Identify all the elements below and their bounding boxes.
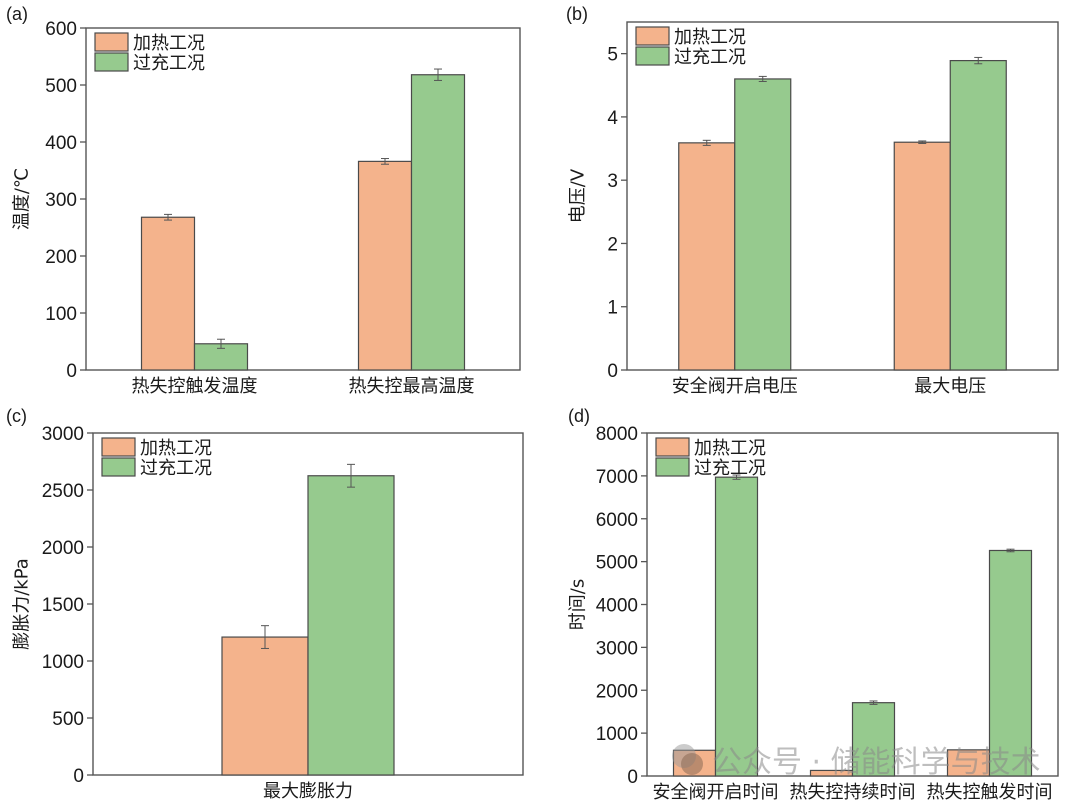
y-tick-label: 1000 — [42, 652, 84, 673]
legend-swatch-heating — [635, 26, 670, 46]
y-tick-label: 1000 — [596, 724, 638, 745]
plot-frame — [626, 21, 1059, 371]
legend-label: 过充工况 — [133, 53, 205, 74]
panel-label: (b) — [566, 4, 588, 24]
y-tick-label: 500 — [45, 76, 77, 97]
y-axis-title: 膨胀力/kPa — [12, 558, 33, 650]
y-tick-label: 1 — [607, 298, 618, 319]
subplot-d: (d) 0 1000 2000 3000 4000 5000 6000 7000 8000 时间/s… — [568, 406, 1059, 803]
x-category-label: 最大膨胀力 — [263, 781, 353, 802]
bar-overcharge — [851, 702, 896, 777]
x-category-label: 热失控最高温度 — [349, 376, 475, 397]
y-tick-label: 5 — [607, 45, 618, 66]
y-tick-label: 500 — [52, 709, 84, 730]
panel-label: (c) — [6, 406, 27, 426]
watermark-text: 公众号 · 储能科学与技术 — [712, 745, 1041, 780]
watermark: 公众号 · 储能科学与技术 — [672, 744, 1041, 780]
y-tick-label: 600 — [45, 19, 77, 40]
bar-heating — [893, 141, 951, 371]
legend-label: 过充工况 — [694, 458, 766, 479]
y-tick-label: 4 — [607, 108, 618, 129]
x-category-label: 最大电压 — [914, 376, 986, 397]
y-tick-label: 400 — [45, 133, 77, 154]
bar-overcharge — [949, 59, 1007, 371]
y-tick-label: 0 — [607, 361, 618, 382]
y-tick-label: 2000 — [596, 681, 638, 702]
legend-swatch-overcharge — [101, 457, 136, 477]
y-tick-label: 8000 — [596, 424, 638, 445]
wechat-icon — [681, 753, 703, 775]
y-tick-label: 6000 — [596, 510, 638, 531]
y-tick-label: 100 — [45, 304, 77, 325]
bar-heating — [357, 160, 413, 371]
legend-label: 过充工况 — [140, 458, 212, 479]
subplot-c: (c) 0 500 1000 1500 2000 2500 3000 膨胀力/kPa 最大膨胀力 加… — [6, 406, 524, 802]
legend-swatch-heating — [94, 32, 129, 52]
y-tick-label: 2 — [607, 234, 618, 255]
y-tick-label: 3 — [607, 171, 618, 192]
bar-overcharge — [307, 475, 395, 776]
bar-overcharge — [410, 74, 466, 371]
y-tick-label: 1500 — [42, 595, 84, 616]
x-category-label: 热失控触发温度 — [132, 376, 258, 397]
y-tick-label: 0 — [73, 766, 84, 787]
y-tick-label: 5000 — [596, 553, 638, 574]
x-category-label: 安全阀开启电压 — [672, 376, 798, 397]
x-category-label: 安全阀开启时间 — [653, 782, 779, 803]
bar-heating — [946, 749, 991, 777]
legend-swatch-heating — [655, 437, 690, 457]
subplot-a: (a) 0 100 200 300 400 500 600 温度/℃ 热失控触发温度 热失控最高温度… — [6, 4, 521, 397]
y-tick-label: 300 — [45, 190, 77, 211]
y-tick-label: 3000 — [42, 424, 84, 445]
y-tick-label: 2000 — [42, 538, 84, 559]
legend-swatch-overcharge — [635, 46, 670, 66]
y-tick-label: 0 — [66, 361, 77, 382]
legend-label: 过充工况 — [674, 47, 746, 68]
legend-swatch-overcharge — [94, 52, 129, 72]
y-tick-label: 3000 — [596, 638, 638, 659]
bar-heating — [221, 636, 309, 776]
bar-heating — [140, 216, 196, 371]
y-tick-label: 0 — [627, 767, 638, 788]
bar-overcharge — [734, 78, 792, 371]
y-axis-title: 电压/V — [568, 168, 589, 223]
legend-label: 加热工况 — [133, 33, 205, 54]
x-category-label: 热失控触发时间 — [927, 782, 1053, 803]
bar-overcharge — [988, 549, 1033, 777]
y-axis-title: 时间/s — [568, 579, 589, 630]
bar-heating — [678, 142, 736, 371]
y-axis-title: 温度/℃ — [12, 168, 33, 230]
y-tick-label: 7000 — [596, 467, 638, 488]
legend-label: 加热工况 — [140, 438, 212, 459]
legend-swatch-overcharge — [655, 457, 690, 477]
panel-label: (a) — [6, 4, 28, 24]
y-tick-label: 2500 — [42, 481, 84, 502]
panel-label: (d) — [568, 406, 590, 426]
y-tick-label: 200 — [45, 247, 77, 268]
bar-overcharge — [714, 476, 759, 777]
legend-label: 加热工况 — [674, 27, 746, 48]
y-tick-label: 4000 — [596, 596, 638, 617]
legend-swatch-heating — [101, 437, 136, 457]
legend-label: 加热工况 — [694, 438, 766, 459]
x-category-label: 热失控持续时间 — [790, 782, 916, 803]
